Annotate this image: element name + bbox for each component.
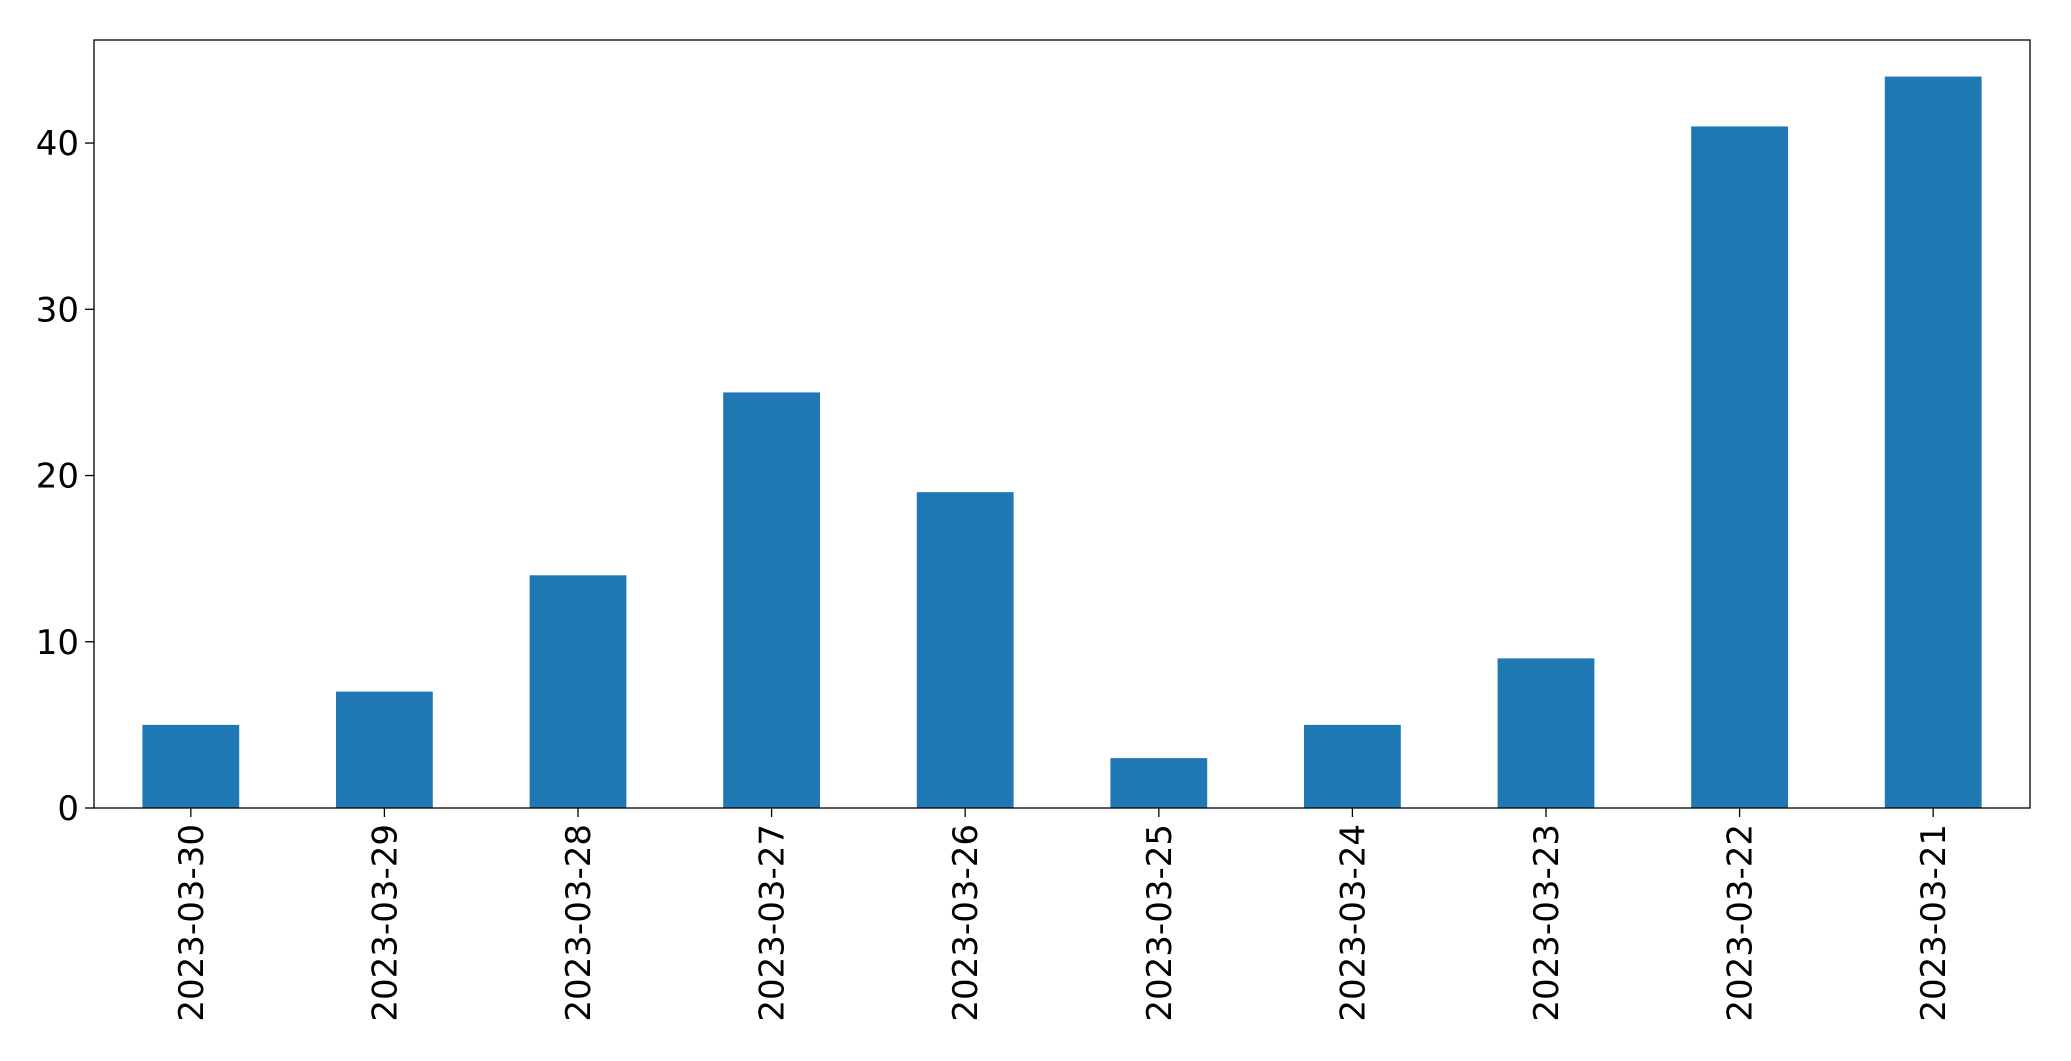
- x-tick-label: 2023-03-28: [559, 824, 599, 1022]
- bar: [1884, 76, 1982, 809]
- bar: [1691, 126, 1788, 809]
- y-tick-label: 0: [57, 789, 79, 829]
- bar: [723, 392, 820, 808]
- x-tick-label: 2023-03-27: [753, 824, 793, 1022]
- y-tick-label: 40: [36, 124, 79, 164]
- x-tick-label: 2023-03-23: [1527, 824, 1567, 1022]
- x-tick-label: 2023-03-30: [172, 824, 212, 1022]
- y-tick-label: 30: [36, 290, 79, 330]
- bar: [336, 691, 433, 808]
- x-tick-label: 2023-03-21: [1914, 824, 1954, 1022]
- x-tick-label: 2023-03-25: [1140, 824, 1180, 1022]
- x-tick-label: 2023-03-29: [365, 824, 405, 1022]
- bar: [1497, 658, 1595, 808]
- bar: [1110, 758, 1208, 808]
- bar: [142, 724, 240, 808]
- plot-frame: [93, 39, 2031, 809]
- x-tick-label: 2023-03-22: [1721, 824, 1761, 1022]
- bar: [1304, 724, 1401, 808]
- x-tick-label: 2023-03-26: [946, 824, 986, 1022]
- y-tick-label: 20: [36, 457, 79, 497]
- bar: [529, 575, 627, 808]
- bar: [916, 492, 1014, 808]
- x-tick-label: 2023-03-24: [1333, 824, 1373, 1022]
- y-tick-label: 10: [36, 623, 79, 663]
